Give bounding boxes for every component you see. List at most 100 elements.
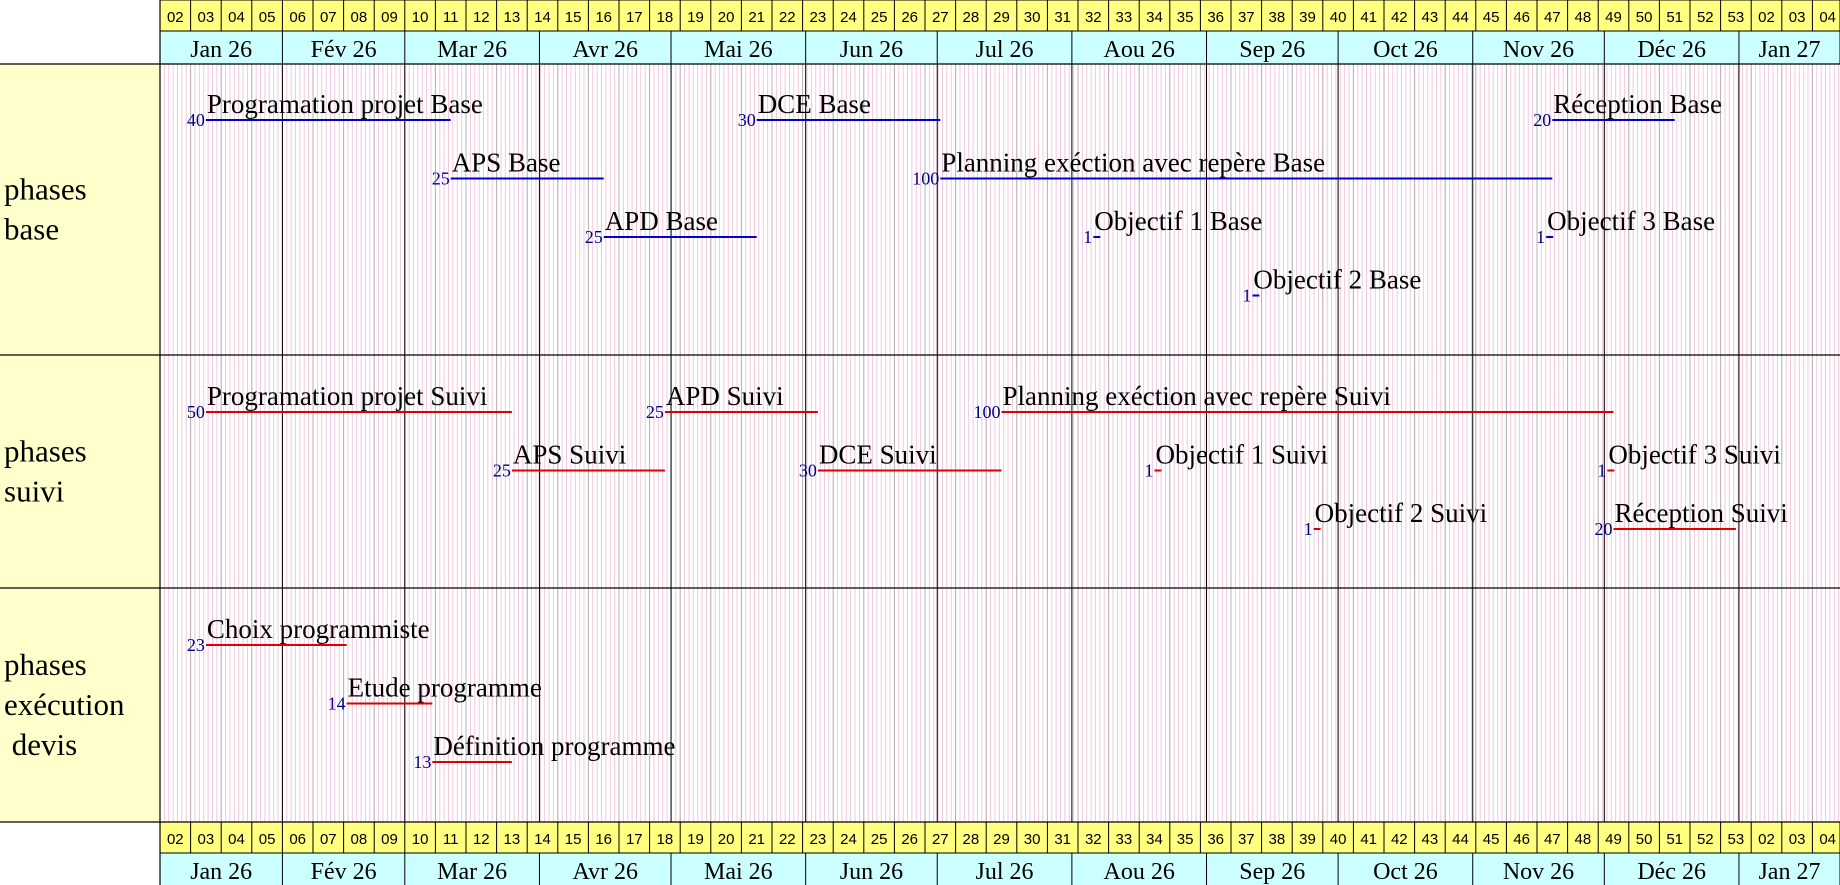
task-name: DCE Suivi xyxy=(819,440,937,470)
week-label: 31 xyxy=(1054,831,1071,848)
week-label: 04 xyxy=(228,831,245,848)
week-label: 20 xyxy=(718,9,735,26)
week-label: 10 xyxy=(412,831,429,848)
week-label: 03 xyxy=(198,9,215,26)
week-label: 41 xyxy=(1360,9,1377,26)
week-label: 13 xyxy=(504,9,521,26)
task-duration: 25 xyxy=(585,227,603,247)
month-label: Déc 26 xyxy=(1637,859,1706,885)
month-label: Jul 26 xyxy=(976,859,1034,885)
week-label: 24 xyxy=(840,9,857,26)
month-label: Jan 27 xyxy=(1758,859,1820,885)
bottom-timeline-header: 02 03 04 05 06 07 08 09 10 11 12 13 14 15 16 17 18 19 20 21… xyxy=(159,821,1840,885)
task-duration: 1 xyxy=(1536,227,1545,247)
task-name: Etude programme xyxy=(348,673,542,703)
task-name: Définition programme xyxy=(433,731,675,761)
row-label: phases exécution devis xyxy=(4,647,125,762)
month-label: Déc 26 xyxy=(1637,37,1706,63)
month-label: Mai 26 xyxy=(704,859,773,885)
week-label: 06 xyxy=(289,831,306,848)
week-label: 42 xyxy=(1391,9,1408,26)
week-label: 31 xyxy=(1054,9,1071,26)
week-label: 48 xyxy=(1575,9,1592,26)
week-label: 49 xyxy=(1605,831,1622,848)
task-name: Objectif 3 Base xyxy=(1547,206,1715,236)
week-label: 28 xyxy=(963,9,980,26)
week-label: 52 xyxy=(1697,831,1714,848)
task-duration: 1 xyxy=(1145,461,1154,481)
week-label: 53 xyxy=(1728,831,1745,848)
week-label: 47 xyxy=(1544,831,1561,848)
week-label: 14 xyxy=(534,831,551,848)
week-label: 35 xyxy=(1177,9,1194,26)
week-label: 13 xyxy=(504,831,521,848)
week-label: 25 xyxy=(871,831,888,848)
month-label: Jan 26 xyxy=(190,37,252,63)
week-label: 46 xyxy=(1513,831,1530,848)
month-label: Avr 26 xyxy=(572,859,638,885)
row-label-column xyxy=(0,64,160,822)
week-label: 03 xyxy=(198,831,215,848)
week-label: 48 xyxy=(1575,831,1592,848)
task-name: Planning exéction avec repère Base xyxy=(941,148,1325,178)
week-label: 38 xyxy=(1269,9,1286,26)
week-label: 15 xyxy=(565,831,582,848)
week-label: 19 xyxy=(687,831,704,848)
month-label: Oct 26 xyxy=(1373,37,1438,63)
week-label: 37 xyxy=(1238,831,1255,848)
week-label: 11 xyxy=(443,831,459,848)
week-label: 28 xyxy=(963,831,980,848)
week-label: 51 xyxy=(1666,831,1683,848)
task-duration: 50 xyxy=(187,402,205,422)
month-label: Mar 26 xyxy=(437,37,507,63)
week-label: 06 xyxy=(289,9,306,26)
week-label: 07 xyxy=(320,9,337,26)
week-label: 03 xyxy=(1789,831,1806,848)
task-duration: 13 xyxy=(413,752,431,772)
task-duration: 40 xyxy=(187,110,205,130)
task-name: Choix programmiste xyxy=(207,614,430,644)
week-label: 33 xyxy=(1116,9,1133,26)
week-label: 32 xyxy=(1085,9,1102,26)
task-duration: 30 xyxy=(799,461,817,481)
week-label: 43 xyxy=(1422,831,1439,848)
week-label: 23 xyxy=(810,831,827,848)
task-duration: 1 xyxy=(1597,461,1606,481)
task-name: Objectif 2 Base xyxy=(1253,265,1421,295)
month-label: Jan 26 xyxy=(190,859,252,885)
month-label: Sep 26 xyxy=(1239,37,1305,63)
week-label: 23 xyxy=(810,9,827,26)
week-label: 27 xyxy=(932,9,949,26)
task-duration: 20 xyxy=(1533,110,1551,130)
week-label: 04 xyxy=(228,9,245,26)
task-name: DCE Base xyxy=(758,89,871,119)
week-label: 21 xyxy=(748,831,765,848)
week-label: 12 xyxy=(473,9,490,26)
task-name: APS Base xyxy=(452,148,561,178)
week-label: 20 xyxy=(718,831,735,848)
week-label: 38 xyxy=(1269,831,1286,848)
row-label: phases base xyxy=(4,172,87,247)
week-label: 12 xyxy=(473,831,490,848)
month-label: Jun 26 xyxy=(840,859,903,885)
week-label: 27 xyxy=(932,831,949,848)
task-duration: 30 xyxy=(738,110,756,130)
week-label: 35 xyxy=(1177,831,1194,848)
week-label: 22 xyxy=(779,831,796,848)
week-label: 17 xyxy=(626,831,643,848)
week-label: 15 xyxy=(565,9,582,26)
week-label: 04 xyxy=(1819,9,1836,26)
week-label: 36 xyxy=(1207,831,1224,848)
week-label: 17 xyxy=(626,9,643,26)
week-label: 50 xyxy=(1636,9,1653,26)
week-label: 05 xyxy=(259,831,276,848)
month-label: Sep 26 xyxy=(1239,859,1305,885)
week-label: 40 xyxy=(1330,831,1347,848)
week-label: 16 xyxy=(595,831,612,848)
